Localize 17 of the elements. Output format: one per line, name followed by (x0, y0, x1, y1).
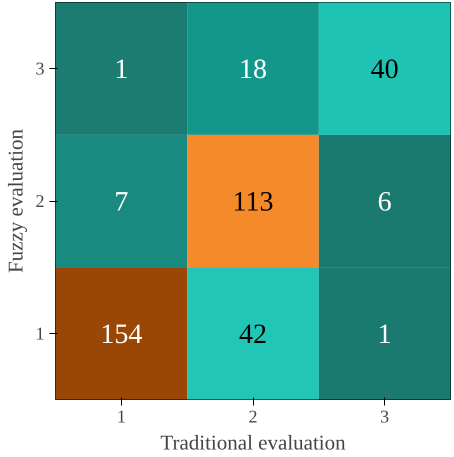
x-axis-title: Traditional evaluation (160, 430, 346, 454)
data-label: 113 (232, 186, 274, 218)
x-tick-label: 3 (380, 406, 390, 426)
x-tick-label: 1 (116, 406, 126, 426)
y-axis-title: Fuzzy evaluation (4, 128, 28, 274)
data-label: 7 (114, 186, 128, 218)
data-label: 6 (378, 186, 392, 218)
y-tick-label: 3 (36, 58, 44, 79)
data-label: 1 (114, 54, 128, 86)
y-tick-label: 1 (36, 323, 44, 344)
y-tick-label: 2 (36, 191, 44, 211)
data-label: 40 (370, 54, 399, 86)
data-label: 1 (378, 318, 392, 350)
data-label: 154 (100, 318, 142, 350)
data-label: 18 (239, 54, 267, 86)
x-tick-label: 2 (248, 406, 258, 426)
data-label: 42 (239, 318, 267, 350)
